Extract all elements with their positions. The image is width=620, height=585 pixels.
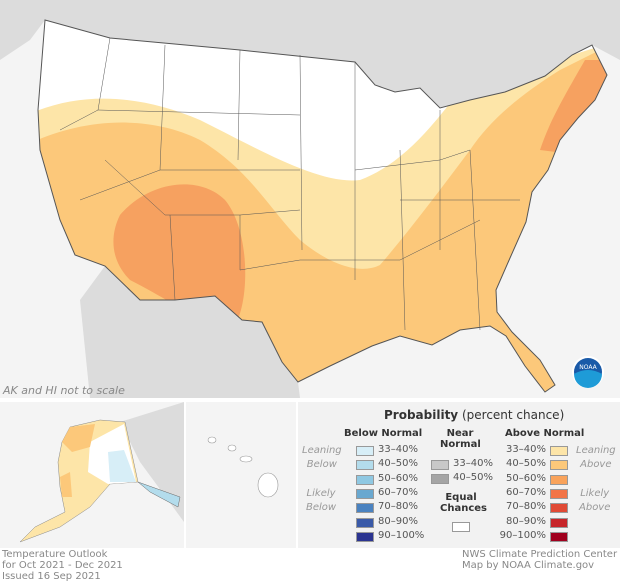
leaning-above-label: Leaning Above <box>576 445 616 470</box>
legend-label: 33–40% <box>506 444 546 455</box>
legend-label: 50–60% <box>506 472 546 484</box>
legend-label: 50–60% <box>378 472 418 484</box>
legend-swatch <box>356 517 374 528</box>
legend-swatch <box>356 460 374 471</box>
legend-swatch <box>550 531 568 542</box>
legend-swatch <box>550 503 568 514</box>
state-borders <box>59 37 520 331</box>
legend-swatch <box>356 474 374 485</box>
above-50-60-southwest <box>113 184 246 326</box>
legend-swatch <box>550 517 568 528</box>
legend: Probability (percent chance) Below Norma… <box>298 402 620 548</box>
leaning-below-label: Leaning Below <box>302 445 342 470</box>
legend-swatch <box>550 446 568 456</box>
noaa-logo: NOAA <box>572 356 604 388</box>
mexico-land <box>80 266 300 398</box>
legend-label: 40–50% <box>453 472 493 484</box>
legend-label: 70–80% <box>378 501 418 513</box>
alaska-map <box>19 402 184 543</box>
hawaii-inset <box>186 402 296 548</box>
legend-label: 60–70% <box>506 486 546 498</box>
equal-chances-header: Equal Chances <box>440 492 487 514</box>
below-normal-header: Below Normal <box>344 428 423 439</box>
outlook-caption: Temperature Outlook for Oct 2021 - Dec 20… <box>2 549 123 582</box>
conus-map: NOAA AK and HI not to scale <box>0 0 620 398</box>
alaska-inset <box>0 402 184 548</box>
near-normal-header: Near Normal <box>440 428 481 450</box>
svg-text:NOAA: NOAA <box>579 364 597 371</box>
legend-label: 33–40% <box>378 444 418 455</box>
legend-label: 90–100% <box>499 529 546 541</box>
above-normal-header: Above Normal <box>505 428 585 439</box>
legend-title: Probability (percent chance) <box>384 408 565 422</box>
canada-land <box>0 0 620 108</box>
legend-swatch <box>431 460 449 470</box>
legend-swatch <box>550 488 568 499</box>
legend-swatch <box>356 531 374 542</box>
legend-label: 70–80% <box>506 501 546 513</box>
legend-swatch <box>550 474 568 485</box>
legend-label: 40–50% <box>378 458 418 470</box>
legend-label: 80–90% <box>378 515 418 527</box>
legend-label: 90–100% <box>378 529 425 541</box>
legend-label: 33–40% <box>453 458 493 469</box>
credit-caption: NWS Climate Prediction Center Map by NOAA… <box>462 549 618 571</box>
legend-swatch <box>431 474 449 485</box>
legend-swatch <box>356 488 374 499</box>
equal-chances-swatch <box>452 522 470 532</box>
legend-swatch <box>356 446 374 456</box>
legend-label: 80–90% <box>506 515 546 527</box>
likely-below-label: Likely Below <box>306 488 337 513</box>
legend-label: 60–70% <box>378 486 418 498</box>
likely-above-label: Likely Above <box>579 488 611 513</box>
legend-swatch <box>550 460 568 471</box>
conus-map-svg: NOAA <box>0 0 620 398</box>
hawaii-map <box>207 436 279 498</box>
legend-swatch <box>356 503 374 514</box>
scale-note: AK and HI not to scale <box>3 384 125 397</box>
legend-label: 40–50% <box>506 458 546 470</box>
